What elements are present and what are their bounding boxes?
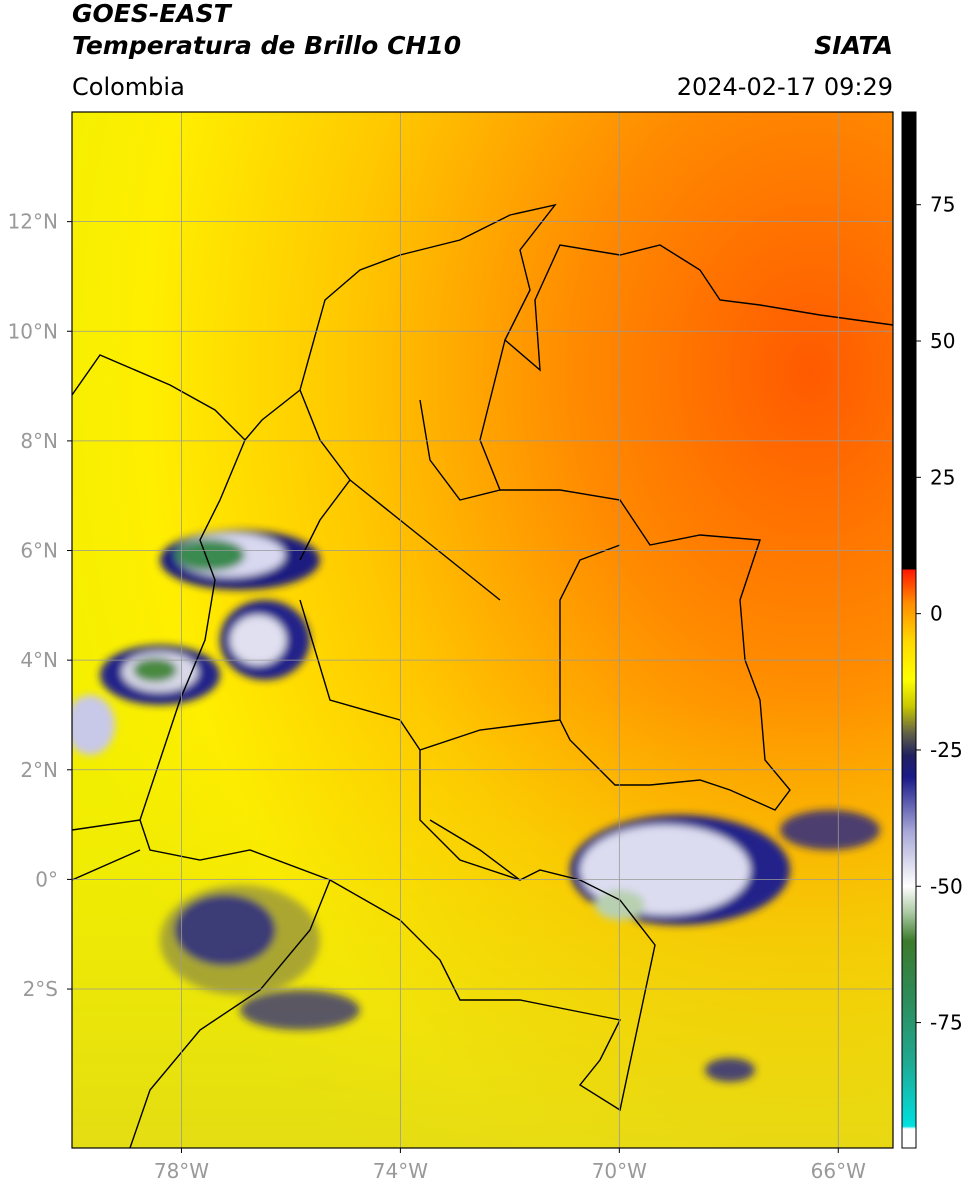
y-tick-label: 12°N: [8, 210, 58, 234]
y-tick-label: 2°N: [20, 758, 58, 782]
colorbar: [901, 111, 917, 1149]
map-frame: [71, 111, 894, 1149]
y-tick-label: 8°N: [20, 429, 58, 453]
region: Colombia: [72, 73, 185, 101]
y-tick-label: 10°N: [8, 319, 58, 343]
x-tick-label: 70°W: [592, 1159, 647, 1183]
colorbar-tick-label: 25: [930, 465, 955, 489]
colorbar-tick-label: 0: [930, 602, 943, 626]
x-tick-label: 66°W: [811, 1159, 866, 1183]
x-tick-label: 74°W: [373, 1159, 428, 1183]
y-tick-label: 6°N: [20, 539, 58, 563]
y-tick-label: 0°: [35, 867, 58, 891]
timestamp: 2024-02-17 09:29: [677, 73, 893, 101]
x-tick-label: 78°W: [154, 1159, 209, 1183]
colorbar-tick-label: -75: [930, 1011, 963, 1035]
grid: [72, 112, 893, 1148]
colorbar-tick-label: 50: [930, 329, 955, 353]
map-image: [72, 112, 893, 1148]
y-tick-label: 4°N: [20, 648, 58, 672]
y-tick-label: 2°S: [23, 977, 58, 1001]
title: GOES-EAST: [72, 0, 233, 28]
colorbar-tick-label: 75: [930, 193, 955, 217]
colorbar-tick-label: -50: [930, 874, 963, 898]
colorbar-tick-label: -25: [930, 738, 963, 762]
subtitle: Temperatura de Brillo CH10: [72, 31, 461, 60]
source: SIATA: [814, 31, 893, 60]
